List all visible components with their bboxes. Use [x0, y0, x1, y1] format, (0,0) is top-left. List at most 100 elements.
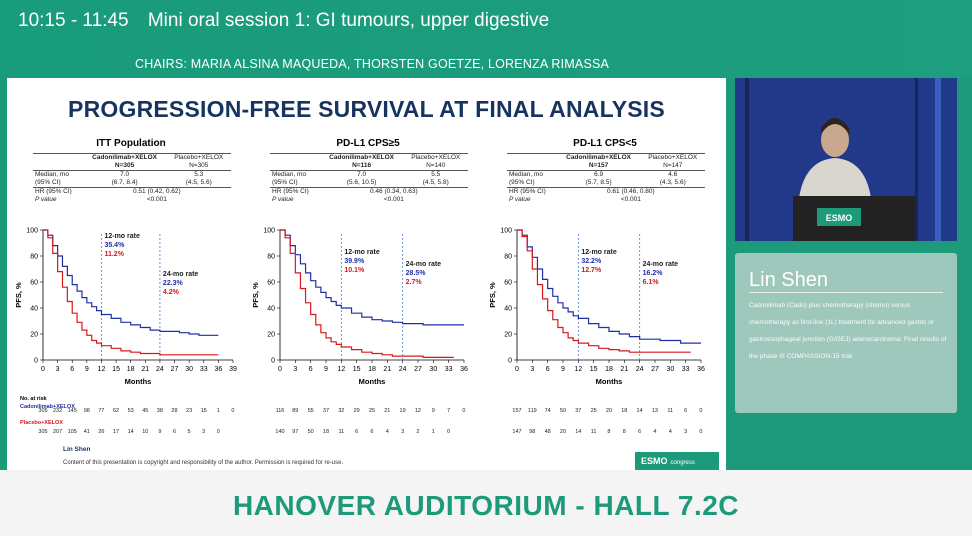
- x-tick-label: 21: [383, 366, 391, 373]
- table-row-label: [507, 153, 557, 162]
- table-row-label: [270, 153, 320, 162]
- at-risk-count: 11: [338, 429, 345, 435]
- table-cell: N=305: [189, 162, 209, 169]
- rate24-cado: 22.3%: [163, 280, 184, 287]
- table-row-label: P value: [272, 196, 294, 203]
- x-tick-label: 3: [293, 366, 297, 373]
- x-tick-label: 0: [278, 366, 282, 373]
- x-tick-label: 24: [636, 366, 644, 373]
- chart-title: ITT Population: [96, 138, 166, 149]
- at-risk-count: 157: [512, 408, 522, 414]
- at-risk-count: 147: [512, 429, 522, 435]
- speaker-card: Lin Shen Cadonilimab (Cado) plus chemoth…: [735, 253, 957, 413]
- at-risk-count: 6: [638, 429, 642, 435]
- at-risk-row-cado: 305 232 145 98 77 62 53 45 38 28 23 15 1 0: [36, 408, 241, 414]
- table-cell: 7.0: [319, 170, 404, 179]
- y-tick-label: 20: [504, 332, 512, 339]
- x-tick-label: 6: [309, 366, 313, 373]
- table-cell: Cadonilimab+XELOX: [556, 153, 641, 162]
- x-tick-label: 33: [445, 366, 453, 373]
- chart-title: PD-L1 CPS≥5: [336, 138, 400, 149]
- x-axis-label: Months: [125, 377, 152, 386]
- hazard-stats-table: Cadonilimab+XELOX Placebo+XELOX N=305 N=305…: [33, 153, 231, 204]
- table-row-label: (95% CI): [35, 179, 61, 186]
- table-cell: N=157: [588, 162, 609, 169]
- at-risk-count: 305: [38, 408, 48, 414]
- at-risk-count: 98: [529, 429, 536, 435]
- table-cell: N=116: [352, 162, 372, 169]
- table-cell: (4.5, 5.6): [185, 179, 212, 186]
- table-cell: <0.001: [383, 196, 404, 203]
- session-time: 10:15 - 11:45: [18, 10, 129, 31]
- at-risk-count: 20: [605, 408, 613, 414]
- at-risk-count: 10: [142, 429, 149, 435]
- at-risk-count: 38: [156, 408, 163, 414]
- at-risk-count: 74: [544, 408, 551, 414]
- x-tick-label: 9: [561, 366, 565, 373]
- rate24-cado: 16.2%: [643, 270, 664, 277]
- at-risk-count: 6: [684, 408, 688, 414]
- at-risk-count: 37: [575, 408, 582, 414]
- at-risk-count: 232: [53, 408, 63, 414]
- x-tick-label: 30: [185, 366, 193, 373]
- table-cell: Placebo+XELOX: [640, 153, 705, 162]
- speaker-head: [821, 123, 849, 157]
- rate12-label: 12-mo rate: [104, 233, 140, 240]
- y-tick-label: 40: [504, 306, 512, 313]
- at-risk-count: 89: [292, 408, 299, 414]
- x-tick-label: 39: [229, 366, 237, 373]
- speaker-divider: [749, 292, 943, 293]
- x-tick-label: 27: [414, 366, 422, 373]
- table-row-label: HR (95% CI): [507, 187, 557, 196]
- at-risk-count: 116: [275, 408, 285, 414]
- table-cell: N=305: [114, 162, 135, 169]
- at-risk-count: 26: [98, 429, 105, 435]
- y-tick-label: 80: [30, 254, 38, 261]
- y-tick-label: 80: [267, 254, 275, 261]
- cado-curve: [43, 229, 219, 336]
- at-risk-count: 8: [622, 429, 626, 435]
- y-tick-label: 60: [30, 280, 38, 287]
- x-tick-label: 3: [530, 366, 534, 373]
- cado-curve: [280, 229, 464, 326]
- x-tick-label: 18: [368, 366, 376, 373]
- table-cell: 0.46 (0.34, 0.63): [319, 187, 468, 196]
- at-risk-count: 105: [67, 429, 77, 435]
- x-tick-label: 9: [324, 366, 328, 373]
- rate12-placebo: 12.7%: [581, 267, 602, 274]
- at-risk-count: 8: [607, 429, 611, 435]
- at-risk-count: 0: [216, 429, 220, 435]
- x-tick-label: 12: [98, 366, 106, 373]
- at-risk-count: 14: [575, 429, 582, 435]
- table-cell: N=147: [663, 162, 683, 169]
- at-risk-heading: No. at risk: [20, 396, 47, 402]
- table-cell: Cadonilimab+XELOX: [319, 153, 404, 162]
- x-tick-label: 6: [546, 366, 550, 373]
- at-risk-count: 77: [98, 408, 105, 414]
- table-cell: <0.001: [620, 196, 641, 203]
- table-cell: <0.001: [146, 196, 167, 203]
- y-tick-label: 20: [30, 332, 38, 339]
- rate24-placebo: 4.2%: [163, 289, 180, 296]
- at-risk-count: 50: [559, 408, 567, 414]
- room-banner: [0, 470, 972, 536]
- slide-copyright-note: Content of this presentation is copyrigh…: [63, 460, 344, 466]
- x-tick-label: 3: [56, 366, 60, 373]
- at-risk-count: 9: [431, 408, 435, 414]
- x-tick-label: 0: [515, 366, 519, 373]
- y-tick-label: 0: [508, 358, 512, 365]
- x-tick-label: 9: [85, 366, 89, 373]
- at-risk-count: 119: [527, 408, 537, 414]
- rate12-placebo: 11.2%: [104, 251, 124, 258]
- rate24-label: 24-mo rate: [406, 261, 442, 268]
- y-tick-label: 80: [504, 254, 512, 261]
- y-tick-label: 40: [30, 306, 38, 313]
- y-tick-label: 60: [504, 280, 512, 287]
- speaker-video-frame: ESMO: [735, 78, 957, 241]
- y-tick-label: 100: [26, 228, 38, 235]
- table-row-label: P value: [509, 196, 531, 203]
- at-risk-count: 13: [651, 408, 658, 414]
- x-tick-label: 36: [460, 366, 468, 373]
- at-risk-count: 15: [200, 408, 207, 414]
